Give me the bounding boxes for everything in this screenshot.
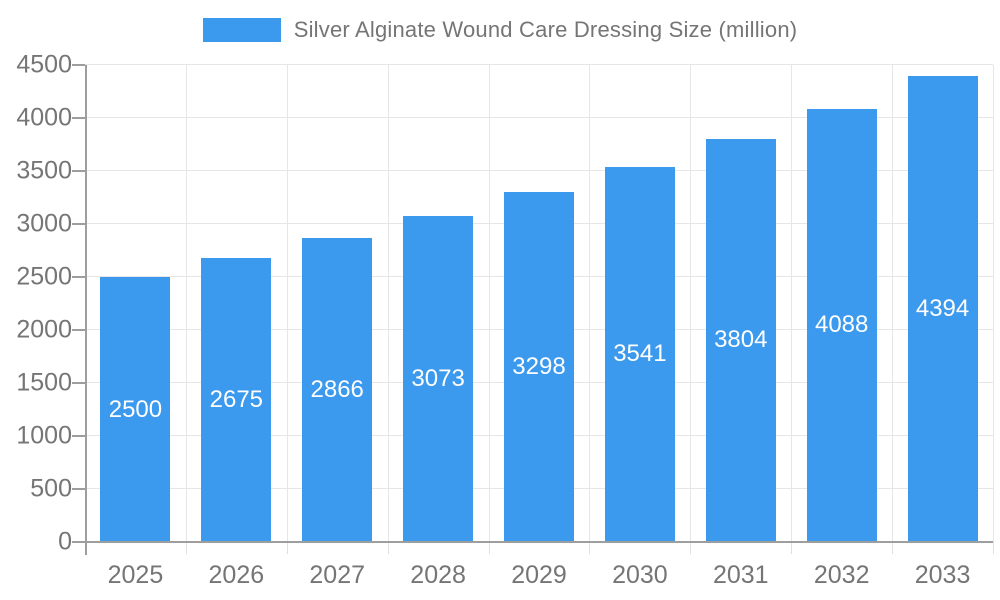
legend-swatch xyxy=(202,18,281,42)
y-axis-tick xyxy=(72,541,85,543)
y-axis-tick xyxy=(72,222,85,225)
x-axis-tick xyxy=(791,542,793,554)
legend-label: Silver Alginate Wound Care Dressing Size… xyxy=(293,17,798,42)
x-axis-labels: 2025 2026 2027 2028 2029 2030 2031 2032 2033 xyxy=(85,558,993,592)
y-axis-line xyxy=(85,65,87,555)
y-axis-tick xyxy=(72,276,85,278)
bar-value-label: 3073 xyxy=(411,365,465,393)
gridline-horizontal xyxy=(85,170,993,171)
y-axis-tick xyxy=(72,381,85,384)
y-axis-tick xyxy=(72,117,85,119)
gridline-vertical xyxy=(387,65,389,542)
bar-value-label: 2675 xyxy=(209,386,264,414)
bars-container: 2500 2675 2866 3073 3298 3541 3804 4088 4394 xyxy=(85,65,993,542)
bar-slot: 3804 xyxy=(690,65,791,542)
bar-value-label: 3541 xyxy=(613,340,667,368)
bar-value-label: 3804 xyxy=(714,326,768,354)
gridline-vertical xyxy=(690,65,692,542)
gridline-horizontal xyxy=(85,117,993,118)
y-axis-tick xyxy=(72,329,85,331)
bar-slot: 4394 xyxy=(892,65,993,542)
x-axis-tick xyxy=(690,542,692,554)
x-tick-label: 2027 xyxy=(309,560,366,589)
x-tick-label: 2030 xyxy=(612,560,668,589)
y-tick-label: 4500 xyxy=(16,50,72,79)
x-axis-tick xyxy=(993,542,994,554)
bar-2029[interactable]: 3298 xyxy=(504,192,574,542)
gridline-vertical xyxy=(488,65,490,542)
y-tick-label: 3000 xyxy=(16,209,72,238)
bar-slot: 4088 xyxy=(791,65,892,542)
legend: Silver Alginate Wound Care Dressing Size… xyxy=(0,17,1000,43)
x-tick-label: 2031 xyxy=(712,560,769,589)
y-tick-label: 0 xyxy=(58,527,72,556)
x-axis-tick xyxy=(185,542,187,554)
bar-slot: 3073 xyxy=(388,65,489,542)
bar-value-label: 2500 xyxy=(108,395,163,423)
gridline-vertical xyxy=(286,65,288,542)
x-tick-label: 2033 xyxy=(914,560,971,589)
y-axis-tick xyxy=(72,64,85,66)
plot-area: 2500 2675 2866 3073 3298 3541 3804 4088 4394 xyxy=(85,64,994,555)
y-tick-label: 500 xyxy=(30,474,72,503)
bar-value-label: 2866 xyxy=(310,376,364,404)
y-tick-label: 2500 xyxy=(16,262,72,291)
x-axis-tick xyxy=(589,542,591,554)
gridline-vertical xyxy=(185,65,187,542)
bar-2032[interactable]: 4088 xyxy=(806,108,877,542)
gridline-vertical xyxy=(791,65,793,542)
y-tick-label: 1500 xyxy=(16,368,72,397)
bar-value-label: 4394 xyxy=(915,295,970,323)
bar-slot: 2500 xyxy=(85,65,186,542)
y-axis-ticks xyxy=(72,64,85,543)
gridline-vertical xyxy=(892,65,894,542)
bar-2028[interactable]: 3073 xyxy=(403,216,474,542)
gridline-horizontal xyxy=(85,64,993,65)
bar-2026[interactable]: 2675 xyxy=(201,258,272,542)
y-tick-label: 2000 xyxy=(16,315,72,344)
bar-value-label: 3298 xyxy=(512,353,566,381)
bar-slot: 2675 xyxy=(186,65,287,542)
y-axis-tick xyxy=(72,488,85,490)
x-axis-tick xyxy=(387,542,389,554)
x-tick-label: 2026 xyxy=(208,560,265,589)
gridline-vertical xyxy=(589,65,591,542)
y-axis-tick xyxy=(72,170,85,172)
y-tick-label: 3500 xyxy=(16,156,72,185)
bar-2027[interactable]: 2866 xyxy=(302,238,373,542)
y-tick-label: 1000 xyxy=(16,421,72,450)
bar-2033[interactable]: 4394 xyxy=(907,76,978,542)
x-axis-tick xyxy=(286,542,288,554)
y-tick-label: 4000 xyxy=(16,103,72,132)
y-axis-tick xyxy=(72,435,85,437)
gridline-vertical xyxy=(993,65,994,542)
bar-slot: 3541 xyxy=(589,65,690,542)
x-axis-tick xyxy=(892,542,894,554)
x-tick-label: 2032 xyxy=(813,560,870,589)
x-tick-label: 2029 xyxy=(511,560,567,589)
bar-2031[interactable]: 3804 xyxy=(705,138,776,542)
bar-2030[interactable]: 3541 xyxy=(604,166,675,542)
bar-slot: 2866 xyxy=(287,65,388,542)
x-tick-label: 2028 xyxy=(410,560,466,589)
bar-value-label: 4088 xyxy=(814,311,869,339)
x-axis-line xyxy=(85,541,993,543)
x-axis-tick xyxy=(488,542,490,554)
bar-slot: 3298 xyxy=(489,65,590,542)
bar-2025[interactable]: 2500 xyxy=(100,277,171,542)
y-axis-labels: 0 500 1000 1500 2000 2500 3000 3500 4000 4500 xyxy=(0,51,72,556)
x-tick-label: 2025 xyxy=(107,560,164,589)
